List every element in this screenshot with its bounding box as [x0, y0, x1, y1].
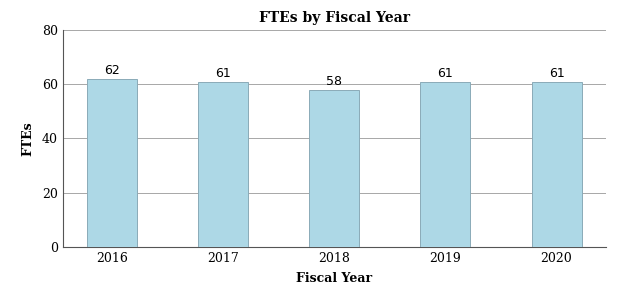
Text: 58: 58: [326, 75, 342, 88]
Bar: [309, 90, 359, 247]
Text: 61: 61: [438, 67, 453, 80]
Bar: [421, 82, 471, 247]
Bar: [531, 82, 581, 247]
Title: FTEs by Fiscal Year: FTEs by Fiscal Year: [259, 11, 410, 25]
Bar: [198, 82, 248, 247]
X-axis label: Fiscal Year: Fiscal Year: [296, 272, 372, 285]
Y-axis label: FTEs: FTEs: [22, 121, 35, 156]
Text: 62: 62: [104, 64, 120, 77]
Text: 61: 61: [549, 67, 564, 80]
Bar: [88, 79, 138, 247]
Text: 61: 61: [216, 67, 231, 80]
